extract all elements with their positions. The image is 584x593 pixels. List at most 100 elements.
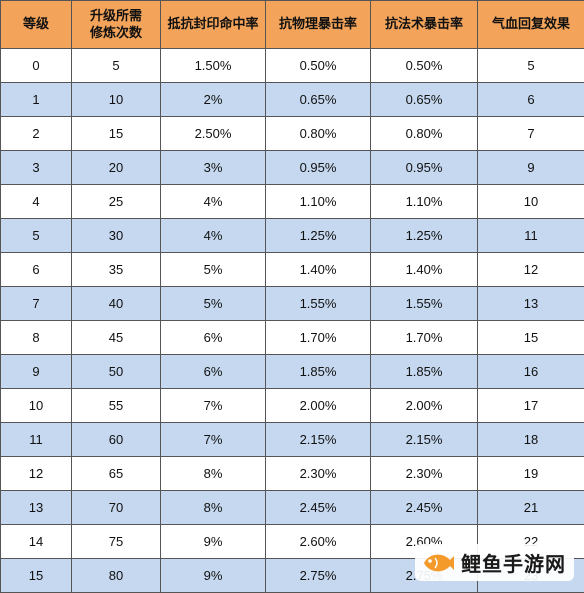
table-cell: 70 (72, 491, 161, 525)
table-cell: 13 (478, 287, 584, 321)
table-cell: 1.10% (371, 185, 478, 219)
table-cell: 40 (72, 287, 161, 321)
table-cell: 50 (72, 355, 161, 389)
table-cell: 25 (72, 185, 161, 219)
table-cell: 1.85% (266, 355, 371, 389)
table-header-row: 等级 升级所需 修炼次数 抵抗封印命中率 抗物理暴击率 抗法术暴击率 气血回复效… (1, 1, 584, 49)
table-cell: 6 (478, 83, 584, 117)
table-cell: 5 (478, 49, 584, 83)
table-cell: 6% (161, 321, 266, 355)
table-cell: 3% (161, 151, 266, 185)
header-upgrade-count-label: 升级所需 修炼次数 (90, 8, 142, 42)
table-cell: 2.00% (371, 389, 478, 423)
table-cell: 0.80% (371, 117, 478, 151)
table-cell: 0.95% (371, 151, 478, 185)
table-cell: 12 (1, 457, 72, 491)
table-cell: 12 (478, 253, 584, 287)
table-cell: 45 (72, 321, 161, 355)
table-cell: 0.50% (371, 49, 478, 83)
table-cell: 2% (161, 83, 266, 117)
table-cell: 1.10% (266, 185, 371, 219)
table-cell: 60 (72, 423, 161, 457)
table-cell: 0.65% (266, 83, 371, 117)
table-cell: 2.60% (266, 525, 371, 559)
table-cell: 2.45% (371, 491, 478, 525)
header-seal-resist: 抵抗封印命中率 (161, 1, 266, 49)
table-cell: 2.15% (371, 423, 478, 457)
table-cell: 1.70% (371, 321, 478, 355)
table-cell: 9 (478, 151, 584, 185)
table-cell: 1.50% (161, 49, 266, 83)
table-cell: 30 (72, 219, 161, 253)
table-cell: 0.95% (266, 151, 371, 185)
carp-fish-icon (421, 550, 455, 576)
table-cell: 1.25% (266, 219, 371, 253)
table-cell: 19 (478, 457, 584, 491)
table-cell: 10 (478, 185, 584, 219)
header-hp-regen: 气血回复效果 (478, 1, 584, 49)
table-cell: 5% (161, 253, 266, 287)
table-cell: 0.50% (266, 49, 371, 83)
table-cell: 2.30% (266, 457, 371, 491)
table-cell: 15 (72, 117, 161, 151)
table-cell: 6 (1, 253, 72, 287)
watermark: 鲤鱼手游网 (415, 544, 574, 581)
table-cell: 2.75% (266, 559, 371, 593)
table-cell: 14 (1, 525, 72, 559)
table-cell: 1.70% (266, 321, 371, 355)
table-cell: 1.85% (371, 355, 478, 389)
table-cell: 1.55% (266, 287, 371, 321)
table-cell: 1.40% (371, 253, 478, 287)
table-cell: 7% (161, 389, 266, 423)
watermark-text: 鲤鱼手游网 (461, 548, 566, 577)
header-upgrade-count: 升级所需 修炼次数 (72, 1, 161, 49)
table-cell: 10 (1, 389, 72, 423)
table-cell: 80 (72, 559, 161, 593)
table-cell: 7 (1, 287, 72, 321)
table-cell: 8% (161, 491, 266, 525)
table-cell: 9 (1, 355, 72, 389)
table-cell: 1.25% (371, 219, 478, 253)
table-cell: 75 (72, 525, 161, 559)
table-cell: 18 (478, 423, 584, 457)
table-cell: 10 (72, 83, 161, 117)
table-cell: 4 (1, 185, 72, 219)
header-phys-crit-resist: 抗物理暴击率 (266, 1, 371, 49)
table-cell: 9% (161, 559, 266, 593)
table-cell: 0 (1, 49, 72, 83)
table-cell: 8% (161, 457, 266, 491)
table-cell: 21 (478, 491, 584, 525)
table-cell: 5 (1, 219, 72, 253)
table-cell: 55 (72, 389, 161, 423)
table-cell: 20 (72, 151, 161, 185)
table-cell: 2.30% (371, 457, 478, 491)
table-cell: 11 (1, 423, 72, 457)
table-cell: 1 (1, 83, 72, 117)
table-cell: 1.40% (266, 253, 371, 287)
table-cell: 7 (478, 117, 584, 151)
table-cell: 2.50% (161, 117, 266, 151)
table-cell: 11 (478, 219, 584, 253)
table-cell: 35 (72, 253, 161, 287)
table-cell: 2.15% (266, 423, 371, 457)
table-cell: 1.55% (371, 287, 478, 321)
table-cell: 13 (1, 491, 72, 525)
table-cell: 15 (478, 321, 584, 355)
table-cell: 0.65% (371, 83, 478, 117)
table-cell: 2.00% (266, 389, 371, 423)
table-cell: 2 (1, 117, 72, 151)
table-cell: 2.45% (266, 491, 371, 525)
